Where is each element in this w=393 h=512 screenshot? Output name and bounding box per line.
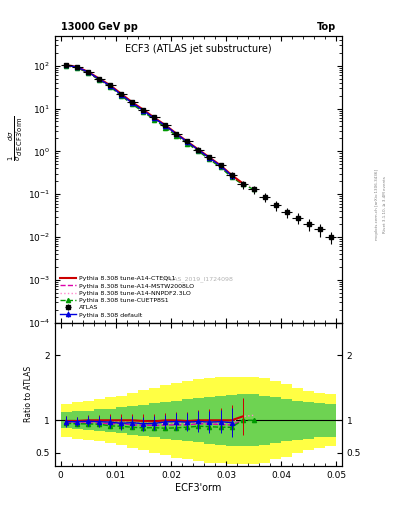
- Pythia 8.308 tune-A14-CTEQL1: [86, 69, 90, 75]
- Pythia 8.308 tune-A14-NNPDF2.3LO: [185, 139, 190, 145]
- Pythia 8.308 tune-A14-NNPDF2.3LO: [218, 163, 223, 169]
- Pythia 8.308 tune-A14-CTEQL1: [119, 91, 123, 97]
- Pythia 8.308 tune-CUETP8S1: [240, 181, 245, 187]
- Pythia 8.308 tune-CUETP8S1: [108, 84, 112, 90]
- Pythia 8.308 tune-CUETP8S1: [229, 174, 234, 180]
- Pythia 8.308 tune-A14-CTEQL1: [218, 162, 223, 168]
- Pythia 8.308 tune-A14-MSTW2008LO: [97, 76, 101, 82]
- Pythia 8.308 tune-A14-MSTW2008LO: [218, 163, 223, 169]
- Pythia 8.308 tune-A14-NNPDF2.3LO: [119, 91, 123, 97]
- Line: Pythia 8.308 tune-A14-MSTW2008LO: Pythia 8.308 tune-A14-MSTW2008LO: [66, 66, 242, 184]
- Line: Pythia 8.308 tune-A14-CTEQL1: Pythia 8.308 tune-A14-CTEQL1: [66, 65, 242, 183]
- Pythia 8.308 tune-CUETP8S1: [86, 70, 90, 76]
- Pythia 8.308 tune-A14-MSTW2008LO: [240, 181, 245, 187]
- Pythia 8.308 tune-A14-MSTW2008LO: [130, 101, 135, 107]
- Pythia 8.308 tune-CUETP8S1: [97, 77, 101, 83]
- Pythia 8.308 tune-A14-CTEQL1: [152, 115, 157, 121]
- Pythia 8.308 tune-A14-NNPDF2.3LO: [108, 83, 112, 89]
- Text: Top: Top: [317, 22, 336, 32]
- Text: $\frac{1}{\sigma}\frac{d\sigma}{d\,\mathrm{ECF3'orm}}$: $\frac{1}{\sigma}\frac{d\sigma}{d\,\math…: [7, 116, 25, 161]
- Pythia 8.308 tune-A14-MSTW2008LO: [108, 83, 112, 90]
- Pythia 8.308 tune-CUETP8S1: [141, 109, 146, 115]
- Pythia 8.308 tune-CUETP8S1: [152, 117, 157, 123]
- Pythia 8.308 tune-A14-CTEQL1: [185, 139, 190, 145]
- Pythia 8.308 tune-A14-CTEQL1: [64, 62, 68, 68]
- Text: ECF3 (ATLAS jet substructure): ECF3 (ATLAS jet substructure): [125, 45, 272, 54]
- Pythia 8.308 tune-A14-CTEQL1: [240, 180, 245, 186]
- Line: Pythia 8.308 tune-CUETP8S1: Pythia 8.308 tune-CUETP8S1: [64, 63, 256, 191]
- Pythia 8.308 tune-A14-NNPDF2.3LO: [229, 173, 234, 179]
- X-axis label: ECF3'orm: ECF3'orm: [175, 482, 222, 493]
- Pythia 8.308 tune-CUETP8S1: [119, 93, 123, 99]
- Pythia 8.308 tune-A14-MSTW2008LO: [207, 156, 212, 162]
- Pythia 8.308 tune-A14-NNPDF2.3LO: [251, 185, 256, 191]
- Pythia 8.308 tune-A14-MSTW2008LO: [141, 108, 146, 114]
- Pythia 8.308 tune-A14-NNPDF2.3LO: [163, 123, 168, 129]
- Pythia 8.308 tune-A14-NNPDF2.3LO: [64, 62, 68, 68]
- Pythia 8.308 tune-CUETP8S1: [163, 124, 168, 131]
- Pythia 8.308 tune-A14-NNPDF2.3LO: [207, 155, 212, 161]
- Text: mcplots.cern.ch [arXiv:1306.3436]: mcplots.cern.ch [arXiv:1306.3436]: [375, 169, 379, 240]
- Legend: Pythia 8.308 tune-A14-CTEQL1, Pythia 8.308 tune-A14-MSTW2008LO, Pythia 8.308 tun: Pythia 8.308 tune-A14-CTEQL1, Pythia 8.3…: [58, 274, 196, 319]
- Pythia 8.308 tune-CUETP8S1: [130, 101, 135, 108]
- Pythia 8.308 tune-A14-CTEQL1: [108, 82, 112, 89]
- Pythia 8.308 tune-A14-NNPDF2.3LO: [174, 131, 179, 137]
- Pythia 8.308 tune-A14-CTEQL1: [229, 172, 234, 178]
- Pythia 8.308 tune-A14-NNPDF2.3LO: [240, 180, 245, 186]
- Pythia 8.308 tune-A14-CTEQL1: [207, 155, 212, 161]
- Pythia 8.308 tune-A14-NNPDF2.3LO: [97, 76, 101, 82]
- Pythia 8.308 tune-A14-MSTW2008LO: [229, 174, 234, 180]
- Pythia 8.308 tune-CUETP8S1: [218, 164, 223, 170]
- Pythia 8.308 tune-A14-CTEQL1: [196, 146, 201, 153]
- Pythia 8.308 tune-A14-MSTW2008LO: [152, 116, 157, 122]
- Pythia 8.308 tune-CUETP8S1: [75, 65, 79, 71]
- Pythia 8.308 tune-A14-MSTW2008LO: [75, 65, 79, 71]
- Pythia 8.308 tune-A14-MSTW2008LO: [196, 147, 201, 154]
- Pythia 8.308 tune-A14-MSTW2008LO: [86, 70, 90, 76]
- Pythia 8.308 tune-CUETP8S1: [185, 140, 190, 146]
- Y-axis label: Ratio to ATLAS: Ratio to ATLAS: [24, 366, 33, 422]
- Pythia 8.308 tune-CUETP8S1: [64, 62, 68, 69]
- Pythia 8.308 tune-A14-MSTW2008LO: [163, 123, 168, 130]
- Text: ATLAS_2019_I1724098: ATLAS_2019_I1724098: [163, 276, 234, 283]
- Pythia 8.308 tune-A14-CTEQL1: [141, 106, 146, 113]
- Pythia 8.308 tune-A14-NNPDF2.3LO: [75, 64, 79, 70]
- Pythia 8.308 tune-A14-NNPDF2.3LO: [86, 69, 90, 75]
- Text: Rivet 3.1.10, ≥ 3.4M events: Rivet 3.1.10, ≥ 3.4M events: [383, 176, 387, 233]
- Pythia 8.308 tune-A14-MSTW2008LO: [174, 132, 179, 138]
- Pythia 8.308 tune-A14-MSTW2008LO: [64, 62, 68, 69]
- Pythia 8.308 tune-A14-CTEQL1: [75, 64, 79, 70]
- Pythia 8.308 tune-CUETP8S1: [196, 148, 201, 155]
- Pythia 8.308 tune-A14-CTEQL1: [174, 131, 179, 137]
- Pythia 8.308 tune-A14-NNPDF2.3LO: [152, 115, 157, 121]
- Pythia 8.308 tune-A14-NNPDF2.3LO: [130, 100, 135, 106]
- Pythia 8.308 tune-A14-CTEQL1: [130, 99, 135, 105]
- Line: Pythia 8.308 tune-A14-NNPDF2.3LO: Pythia 8.308 tune-A14-NNPDF2.3LO: [66, 65, 253, 188]
- Pythia 8.308 tune-CUETP8S1: [207, 156, 212, 162]
- Pythia 8.308 tune-A14-NNPDF2.3LO: [141, 107, 146, 113]
- Pythia 8.308 tune-A14-NNPDF2.3LO: [196, 147, 201, 153]
- Text: 13000 GeV pp: 13000 GeV pp: [61, 22, 138, 32]
- Pythia 8.308 tune-A14-CTEQL1: [163, 122, 168, 128]
- Pythia 8.308 tune-A14-CTEQL1: [97, 76, 101, 82]
- Pythia 8.308 tune-A14-MSTW2008LO: [185, 140, 190, 146]
- Pythia 8.308 tune-CUETP8S1: [174, 133, 179, 139]
- Pythia 8.308 tune-A14-MSTW2008LO: [119, 92, 123, 98]
- Pythia 8.308 tune-CUETP8S1: [251, 186, 256, 193]
